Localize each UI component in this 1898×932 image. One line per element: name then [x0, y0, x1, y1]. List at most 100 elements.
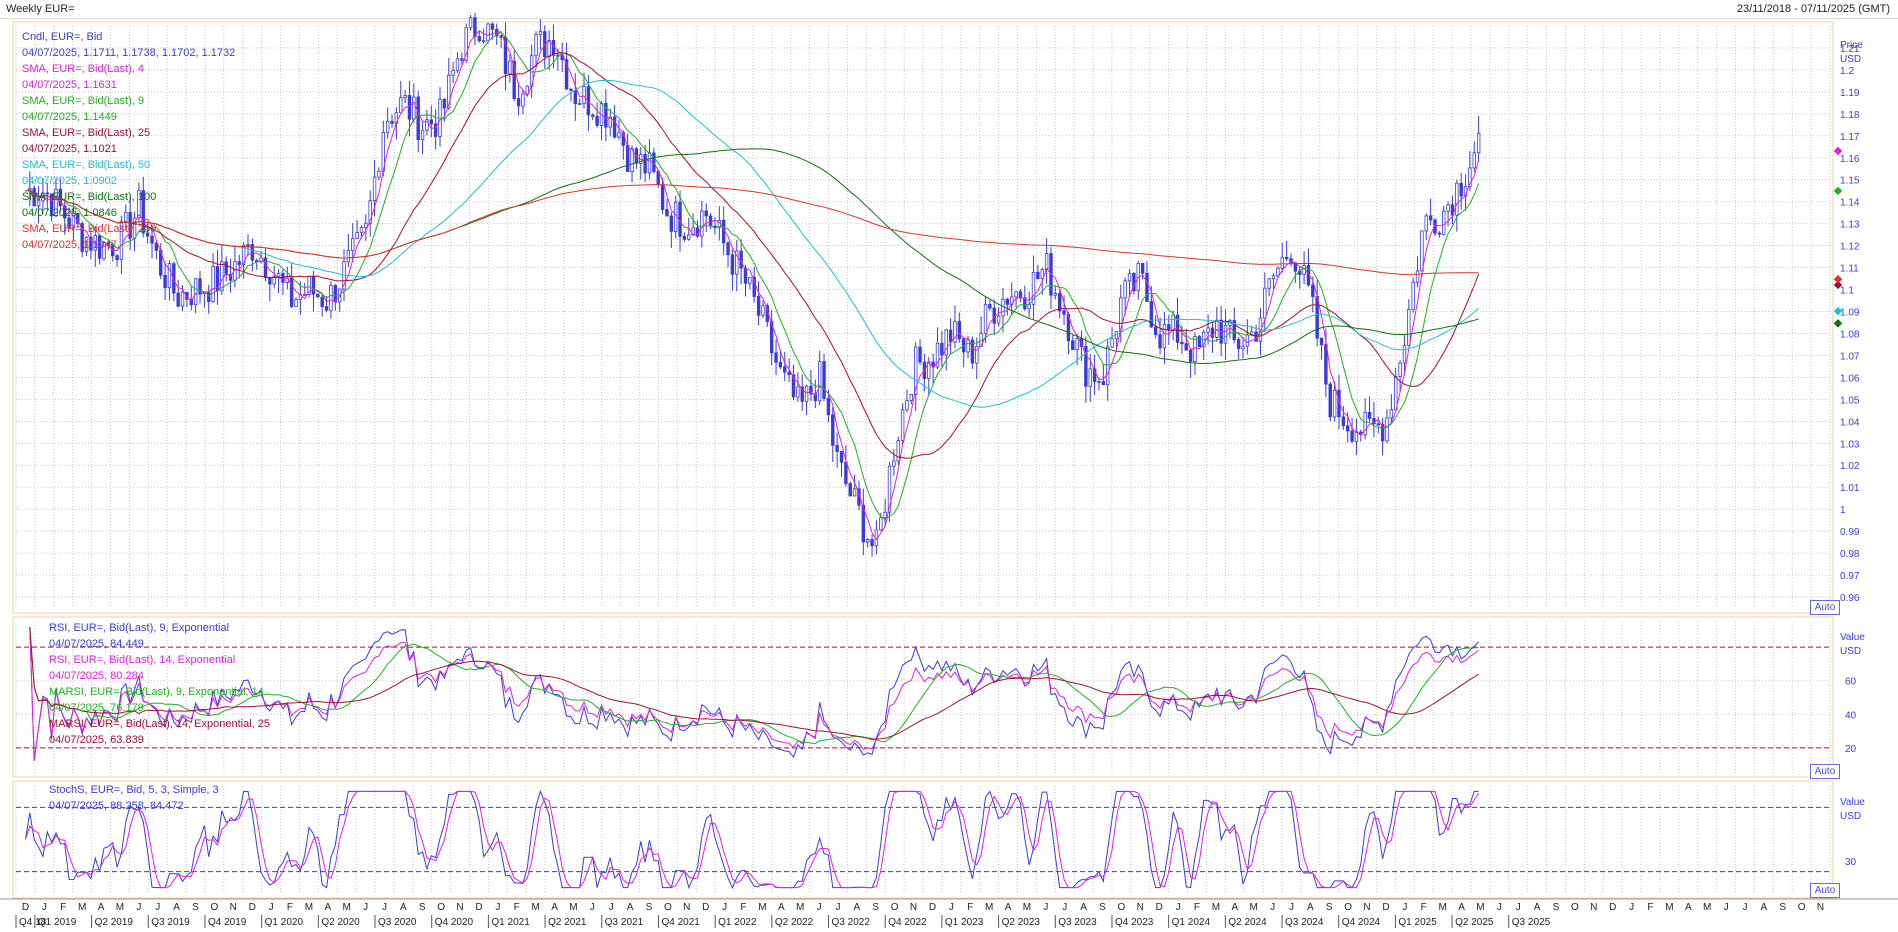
x-month-label: J — [949, 902, 954, 913]
x-month-label: D — [1382, 902, 1389, 913]
candle-body — [817, 361, 822, 402]
x-month-label: O — [1344, 902, 1352, 913]
candle-body — [761, 305, 765, 316]
candle-body — [272, 276, 276, 285]
candle-body — [429, 119, 433, 125]
candle-body — [460, 58, 464, 61]
x-month-label: J — [1270, 902, 1275, 913]
date-range: 23/11/2018 - 07/11/2025 (GMT) — [1736, 3, 1890, 15]
candle-body — [756, 296, 761, 316]
x-month-label: S — [1779, 902, 1786, 913]
x-month-label: J — [136, 902, 141, 913]
x-month-label: A — [98, 902, 105, 913]
candle-body — [1263, 287, 1267, 319]
price-tick-label: 1.17 — [1840, 132, 1860, 143]
candle-body — [390, 120, 394, 124]
candle-body — [1319, 337, 1324, 345]
stoch-panel[interactable] — [12, 780, 1834, 899]
stoch-auto-button[interactable]: Auto — [1810, 883, 1840, 898]
rsi-series-line — [29, 626, 1479, 740]
candle-body — [796, 386, 800, 398]
candle-body — [591, 114, 595, 117]
x-quarter-label: Q3 2022 — [832, 917, 871, 928]
candle-body — [957, 321, 962, 340]
x-quarter-label: Q4 2020 — [435, 917, 474, 928]
x-quarter-label: Q3 2025 — [1512, 917, 1551, 928]
legend-label: StochS, EUR=, Bid, 5, 3, Simple, 3 — [49, 784, 219, 796]
x-month-label: J — [269, 902, 274, 913]
price-tick-label: 1.04 — [1840, 417, 1860, 428]
candle-body — [1241, 345, 1245, 350]
candle-body — [289, 277, 294, 307]
candle-body — [577, 103, 582, 105]
x-month-label: A — [854, 902, 861, 913]
candle-body — [1031, 271, 1036, 305]
candle-body — [1127, 272, 1132, 282]
y-axes: 0.96 0.97 0.98 0.99 1 1.01 1.02 1.03 1.04 1.05 1.0… — [1833, 40, 1865, 868]
candle-body — [1367, 411, 1372, 419]
candle-body — [1324, 344, 1328, 385]
x-quarter-label: Q2 2021 — [548, 917, 587, 928]
sma-25-marker — [1833, 280, 1843, 290]
x-month-label: M — [1250, 902, 1258, 913]
candle-body — [1363, 411, 1367, 436]
candle-body — [1311, 284, 1315, 297]
candle-body — [481, 40, 486, 43]
price-panel[interactable] — [12, 21, 1834, 614]
stoch-axis-unit: USD — [1840, 811, 1861, 822]
candle-body — [84, 236, 89, 252]
x-month-label: S — [1553, 902, 1560, 913]
candle-body — [368, 200, 372, 224]
x-month-label: F — [967, 902, 973, 913]
candle-body — [499, 35, 503, 38]
candle-body — [1411, 281, 1415, 310]
candle-body — [573, 89, 578, 105]
candle-body — [879, 517, 883, 531]
candle-body — [486, 23, 490, 42]
candle-body — [1407, 309, 1411, 346]
x-month-label: M — [531, 902, 539, 913]
candle-body — [32, 187, 36, 207]
candle-body — [687, 234, 691, 240]
candle-body — [316, 293, 320, 298]
candle-body — [970, 339, 975, 364]
legend-value: 04/07/2025, 80.284 — [49, 670, 144, 682]
candle-body — [359, 227, 364, 233]
candle-body — [1337, 389, 1341, 418]
candle-body — [1132, 272, 1136, 292]
candle-body — [1097, 381, 1101, 383]
legends: Cndl, EUR=, Bid 04/07/2025, 1.1711, 1.173… — [22, 31, 270, 812]
price-auto-button[interactable]: Auto — [1810, 600, 1840, 615]
candle-body — [1215, 319, 1219, 338]
x-month-label: N — [1137, 902, 1144, 913]
candle-body — [237, 261, 241, 265]
candle-body — [145, 232, 150, 237]
rsi-panel[interactable] — [12, 616, 1834, 778]
rsi-auto-button[interactable]: Auto — [1810, 764, 1840, 779]
legend-label: SMA, EUR=, Bid(Last), 25 — [22, 127, 150, 139]
grid — [15, 26, 1831, 893]
candle-body — [1092, 368, 1097, 382]
candle-body — [1446, 204, 1450, 212]
price-tick-label: 1 — [1840, 505, 1846, 516]
candle-body — [451, 69, 455, 76]
candle-body — [1119, 297, 1123, 332]
candle-body — [730, 254, 735, 275]
x-month-label: F — [1421, 902, 1427, 913]
x-month-label: J — [495, 902, 500, 913]
candle-body — [1284, 256, 1289, 260]
sma-9-marker — [1833, 186, 1843, 196]
candle-body — [1350, 430, 1354, 442]
candle-body — [665, 209, 669, 217]
candle-body — [333, 285, 337, 303]
candle-body — [739, 250, 743, 269]
x-month-label: M — [796, 902, 804, 913]
candle-body — [1071, 340, 1075, 351]
x-quarter-label: Q2 2020 — [321, 917, 360, 928]
x-month-label: J — [835, 902, 840, 913]
candle-body — [1149, 301, 1154, 328]
candle-body — [1437, 232, 1442, 235]
price-tick-label: 1.14 — [1840, 198, 1860, 209]
candle-body — [935, 342, 940, 368]
